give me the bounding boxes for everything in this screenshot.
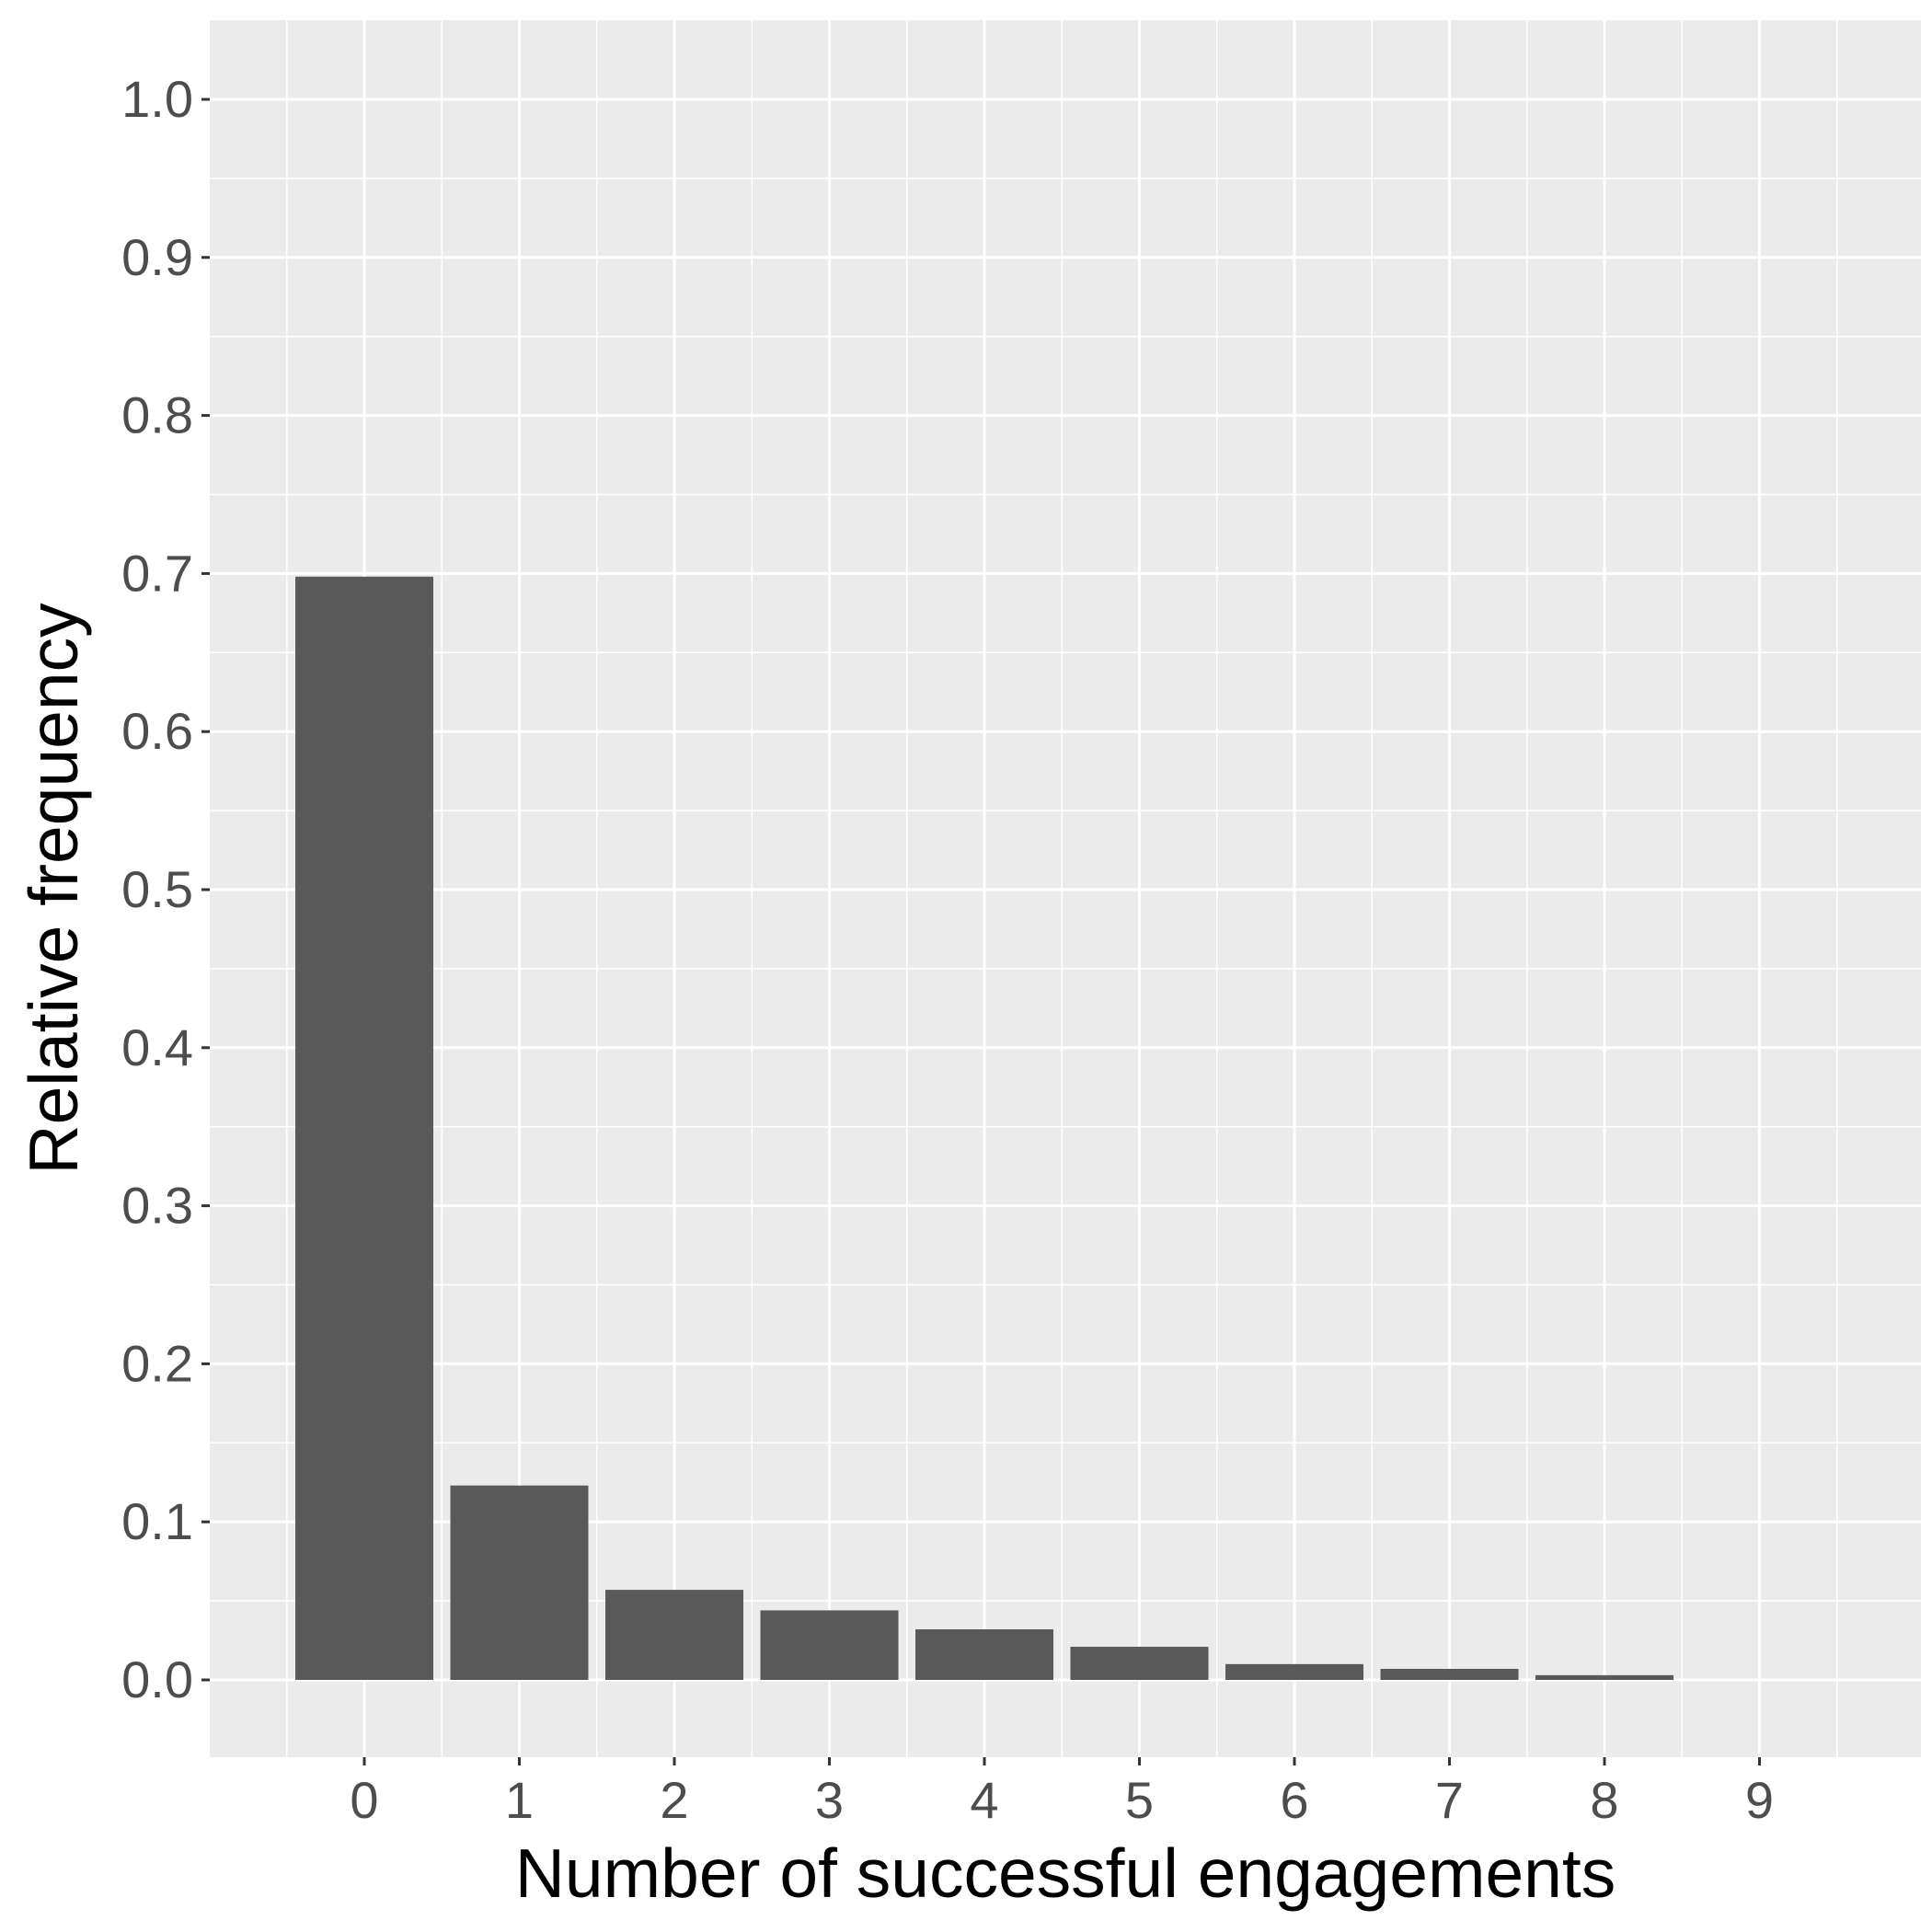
x-tick-label: 1 bbox=[505, 1771, 534, 1829]
y-tick-label: 0.1 bbox=[121, 1492, 193, 1550]
bar-6 bbox=[1225, 1663, 1363, 1680]
bar-5 bbox=[1070, 1646, 1209, 1680]
y-axis: 0.0 0.1 0.2 0.3 0.4 0.5 0.6 0.7 0.8 0.9 1.0 bbox=[121, 70, 210, 1708]
x-axis-title: Number of successful engagements bbox=[515, 1834, 1616, 1912]
x-tick-label: 0 bbox=[350, 1771, 378, 1829]
y-tick-label: 0.3 bbox=[121, 1177, 193, 1235]
y-tick-label: 0.6 bbox=[121, 702, 193, 760]
bar-2 bbox=[605, 1590, 743, 1680]
x-tick-label: 7 bbox=[1435, 1771, 1464, 1829]
y-tick-label: 1.0 bbox=[121, 70, 193, 128]
bar-4 bbox=[915, 1629, 1053, 1680]
x-tick-label: 9 bbox=[1745, 1771, 1774, 1829]
y-tick-label: 0.0 bbox=[121, 1650, 193, 1708]
y-tick-label: 0.4 bbox=[121, 1018, 193, 1076]
x-tick-label: 4 bbox=[970, 1771, 998, 1829]
bar-0 bbox=[295, 576, 433, 1681]
y-tick-label: 0.9 bbox=[121, 228, 193, 286]
x-tick-label: 5 bbox=[1125, 1771, 1154, 1829]
bar-8 bbox=[1535, 1674, 1673, 1680]
bar-3 bbox=[760, 1610, 899, 1680]
bar-1 bbox=[450, 1485, 589, 1680]
y-axis-title: Relative frequency bbox=[15, 603, 92, 1175]
bars bbox=[295, 576, 1673, 1681]
bar-7 bbox=[1380, 1668, 1519, 1680]
y-tick-label: 0.8 bbox=[121, 386, 193, 444]
major-gridlines bbox=[210, 20, 1921, 1757]
x-tick-label: 8 bbox=[1590, 1771, 1618, 1829]
x-tick-label: 6 bbox=[1280, 1771, 1308, 1829]
y-tick-label: 0.2 bbox=[121, 1334, 193, 1392]
x-tick-label: 3 bbox=[815, 1771, 844, 1829]
y-tick-label: 0.5 bbox=[121, 860, 193, 918]
x-axis: 0 1 2 3 4 5 6 7 8 9 bbox=[350, 1757, 1774, 1829]
x-tick-label: 2 bbox=[660, 1771, 688, 1829]
y-tick-label: 0.7 bbox=[121, 544, 193, 602]
